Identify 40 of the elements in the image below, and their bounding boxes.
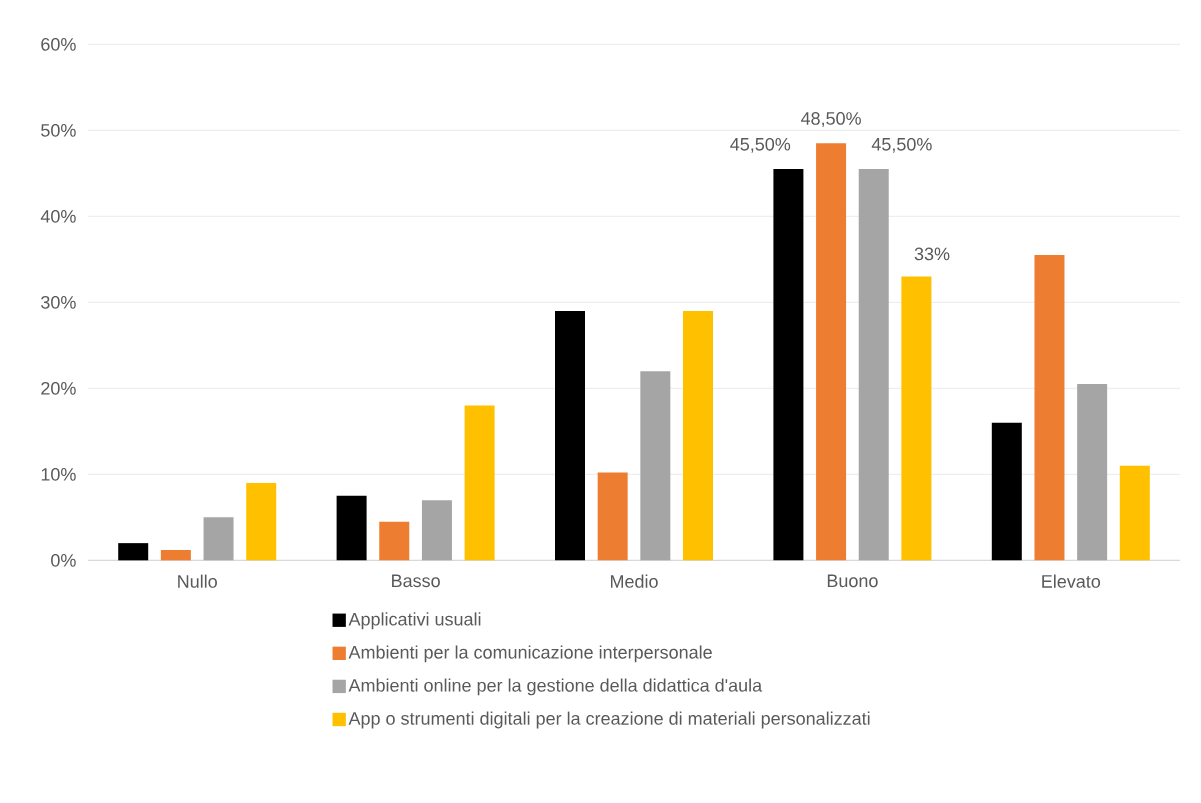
x-tick-label: Elevato — [1042, 574, 1101, 588]
x-tick-label: Buono — [827, 574, 878, 588]
data-label: 45,50% — [730, 137, 791, 153]
bar — [901, 276, 932, 561]
y-tick-label: 40% — [40, 209, 76, 223]
bar — [203, 517, 234, 561]
bar — [773, 169, 804, 561]
legend-label: Ambienti online per la gestione della didattica d'aula — [348, 678, 763, 696]
bar — [246, 482, 277, 561]
bar — [336, 495, 367, 561]
legend-label: App o strumenti digitali per la creazione di materiali personalizzati — [348, 711, 870, 729]
x-tick-label: Medio — [610, 574, 658, 588]
data-label: 33% — [914, 247, 950, 261]
data-label: 48,50% — [800, 112, 861, 127]
bar — [683, 310, 714, 561]
x-tick-label: Basso — [392, 574, 440, 588]
bar — [464, 405, 495, 561]
y-tick-label: 60% — [41, 37, 76, 51]
bar — [816, 143, 847, 561]
y-tick-label: 20% — [41, 381, 76, 395]
bar — [991, 422, 1022, 561]
bar — [640, 371, 671, 561]
y-tick-label: 10% — [41, 467, 76, 481]
y-tick-label: 50% — [41, 123, 76, 137]
bar — [1077, 384, 1108, 561]
legend-label: Applicativi usuali — [348, 612, 481, 630]
x-tick-label: Nullo — [178, 574, 217, 588]
bar — [118, 543, 149, 561]
bar — [858, 169, 889, 561]
bar — [555, 310, 586, 561]
bar — [160, 550, 191, 561]
legend-label: Ambienti per la comunicazione interpersonale — [348, 645, 712, 663]
bar — [379, 521, 410, 561]
y-tick-label: 30% — [41, 295, 76, 309]
bar — [1119, 465, 1150, 561]
data-label: 45,50% — [871, 137, 932, 153]
bar — [597, 472, 628, 561]
y-tick-label: 0% — [51, 553, 76, 567]
bar — [1034, 255, 1065, 561]
bar — [421, 500, 452, 561]
